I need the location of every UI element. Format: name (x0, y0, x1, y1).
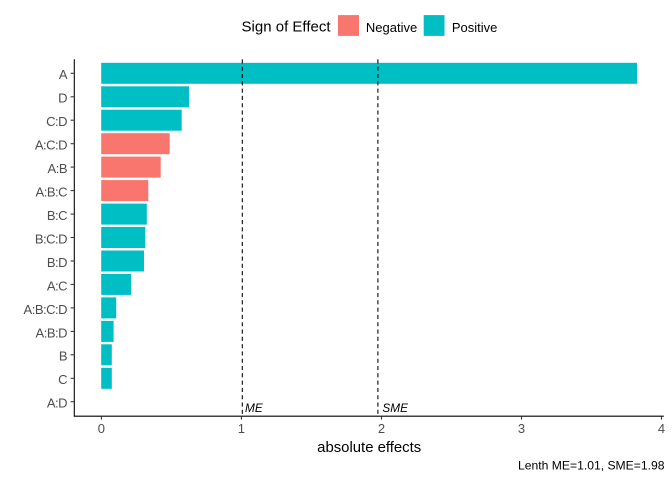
svg-text:A:D: A:D (47, 396, 67, 411)
svg-text:absolute effects: absolute effects (317, 440, 421, 456)
svg-text:SME: SME (382, 401, 408, 415)
svg-text:Negative: Negative (366, 20, 417, 35)
svg-text:A:B:C: A:B:C (36, 185, 68, 200)
svg-text:4: 4 (658, 421, 665, 436)
svg-text:C:D: C:D (46, 114, 67, 129)
svg-text:A:B:C:D: A:B:C:D (24, 302, 68, 317)
svg-text:0: 0 (98, 421, 105, 436)
svg-text:B: B (59, 349, 67, 364)
svg-text:A:B:D: A:B:D (36, 325, 68, 340)
svg-text:Lenth ME=1.01, SME=1.98: Lenth ME=1.01, SME=1.98 (518, 459, 665, 473)
svg-text:C: C (58, 372, 67, 387)
svg-text:B:C:D: B:C:D (35, 231, 67, 246)
svg-text:ME: ME (245, 401, 263, 415)
svg-text:3: 3 (518, 421, 525, 436)
svg-text:A:C: A:C (47, 278, 67, 293)
svg-text:Sign of Effect: Sign of Effect (242, 18, 332, 35)
svg-text:B:D: B:D (47, 255, 67, 270)
svg-text:1: 1 (238, 421, 245, 436)
svg-text:D: D (58, 91, 67, 106)
svg-text:A:C:D: A:C:D (35, 138, 67, 153)
svg-text:2: 2 (378, 421, 385, 436)
svg-text:A: A (59, 67, 68, 82)
svg-text:A:B: A:B (48, 161, 67, 176)
svg-text:Positive: Positive (452, 20, 498, 35)
svg-text:B:C: B:C (47, 208, 67, 223)
